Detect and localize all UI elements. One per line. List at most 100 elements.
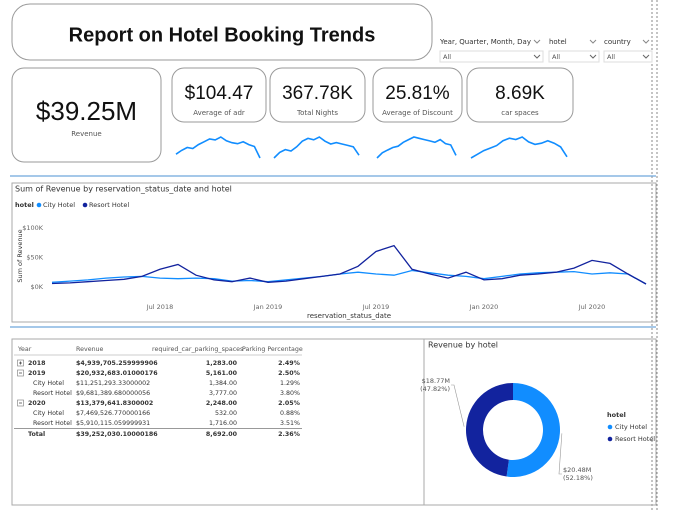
table-cell: 1,283.00 — [206, 360, 238, 367]
legend-label: Resort Hotel — [615, 435, 655, 443]
table-cell: 8,692.00 — [206, 431, 238, 438]
kpi-label: Average of Discount — [382, 109, 453, 117]
sparkline — [273, 136, 360, 159]
legend-marker — [607, 436, 613, 442]
legend-marker — [607, 424, 613, 430]
table-cell: Resort Hotel — [33, 420, 72, 427]
table-cell: 3.51% — [280, 420, 300, 427]
kpi-value: 25.81% — [385, 83, 450, 104]
table-cell: 1,716.00 — [209, 420, 237, 427]
chevron[interactable] — [589, 54, 597, 59]
kpi-value: 8.69K — [495, 83, 545, 104]
x-tick-label: Jan 2020 — [469, 303, 499, 311]
chevron[interactable] — [589, 39, 597, 44]
filter-label: country — [604, 38, 631, 46]
leader-line — [558, 433, 563, 475]
table-cell: 3,777.00 — [209, 390, 237, 397]
title-box — [11, 3, 433, 61]
kpi-value: 367.78K — [282, 83, 353, 104]
y-axis-label: Sum of Revenue — [16, 229, 24, 282]
table-cell: 2,248.00 — [206, 400, 238, 407]
filter-label: hotel — [549, 38, 567, 46]
table-cell: $39,252,030.10000186 — [76, 431, 158, 438]
line-panel — [11, 182, 657, 323]
kpi-value: $104.47 — [185, 83, 254, 104]
legend-title: hotel — [15, 201, 34, 209]
table-cell: $4,939,705.259999906 — [76, 360, 158, 367]
report-title: Report on Hotel Booking Trends — [69, 24, 376, 46]
column-header: required_car_parking_spaces — [152, 346, 243, 353]
percent-label: (47.82%) — [420, 385, 450, 393]
column-header: Parking Percentage — [242, 346, 303, 353]
bottom-panel — [11, 338, 657, 506]
y-tick-label: $0K — [30, 283, 43, 291]
table-cell: City Hotel — [33, 410, 64, 417]
table-cell: $7,469,526.770000166 — [76, 410, 150, 417]
table-cell: $13,379,641.8300002 — [76, 400, 153, 407]
table-cell: $5,910,115.059999931 — [76, 420, 150, 427]
column-header: Year — [17, 346, 32, 353]
table-cell: Resort Hotel — [33, 390, 72, 397]
table-cell: 2.49% — [278, 360, 301, 367]
data-label: $18.77M — [422, 377, 450, 385]
table-cell: 2019 — [28, 370, 46, 377]
legend-marker — [36, 202, 42, 208]
filter-label: Year, Quarter, Month, Day — [439, 38, 531, 46]
table-cell: 1,384.00 — [209, 380, 237, 387]
kpi-card — [171, 67, 267, 123]
filter-value[interactable]: All — [552, 53, 560, 61]
filter-value[interactable]: All — [607, 53, 615, 61]
filter-value[interactable]: All — [443, 53, 451, 61]
table-cell: $11,251,293.33000002 — [76, 380, 150, 387]
table-cell: 2020 — [28, 400, 46, 407]
leader-line — [451, 384, 465, 427]
kpi-label: Total Nights — [296, 109, 338, 117]
legend-label: Resort Hotel — [89, 201, 129, 209]
legend-label: City Hotel — [43, 201, 75, 209]
table-cell: City Hotel — [33, 380, 64, 387]
x-tick-label: Jul 2019 — [362, 303, 389, 311]
kpi-card — [466, 67, 574, 123]
table-cell: $9,681,389.680000056 — [76, 390, 150, 397]
sparkline — [376, 136, 457, 159]
chevron[interactable] — [642, 39, 650, 44]
table-cell: 2.05% — [278, 400, 301, 407]
column-header: Revenue — [76, 346, 104, 353]
kpi-label: Average of adr — [193, 109, 245, 117]
y-tick-label: $50K — [26, 253, 43, 261]
x-tick-label: Jul 2020 — [578, 303, 605, 311]
percent-label: (52.18%) — [563, 474, 593, 482]
data-label: $20.48M — [563, 466, 591, 474]
series-line — [51, 244, 647, 285]
legend-title: hotel — [607, 411, 626, 419]
x-tick-label: Jan 2019 — [253, 303, 283, 311]
table-cell: $20,932,683.01000176 — [76, 370, 158, 377]
legend-marker — [82, 202, 88, 208]
sparkline — [175, 136, 261, 159]
chart-title: Revenue by hotel — [428, 341, 498, 350]
filter-dropdown[interactable] — [548, 50, 600, 63]
kpi-label: Revenue — [71, 130, 102, 138]
sparkline — [470, 136, 568, 159]
donut-slice — [466, 383, 513, 477]
kpi-card — [11, 67, 162, 163]
kpi-card — [269, 67, 366, 123]
y-tick-label: $100K — [22, 224, 44, 232]
table-cell: 1.29% — [280, 380, 300, 387]
table-cell: 532.00 — [215, 410, 237, 417]
table-cell: 0.88% — [280, 410, 300, 417]
kpi-value: $39.25M — [36, 96, 137, 126]
legend-label: City Hotel — [615, 423, 647, 431]
chart-title: Sum of Revenue by reservation_status_dat… — [15, 185, 232, 194]
chevron[interactable] — [533, 39, 541, 44]
chevron[interactable] — [533, 54, 541, 59]
chevron[interactable] — [642, 54, 650, 59]
x-tick-label: Jul 2018 — [146, 303, 173, 311]
filter-dropdown[interactable] — [439, 50, 544, 63]
table-cell: 2.36% — [278, 431, 301, 438]
x-axis-label: reservation_status_date — [307, 312, 391, 320]
table-cell: Total — [28, 431, 45, 438]
filter-dropdown[interactable] — [603, 50, 653, 63]
